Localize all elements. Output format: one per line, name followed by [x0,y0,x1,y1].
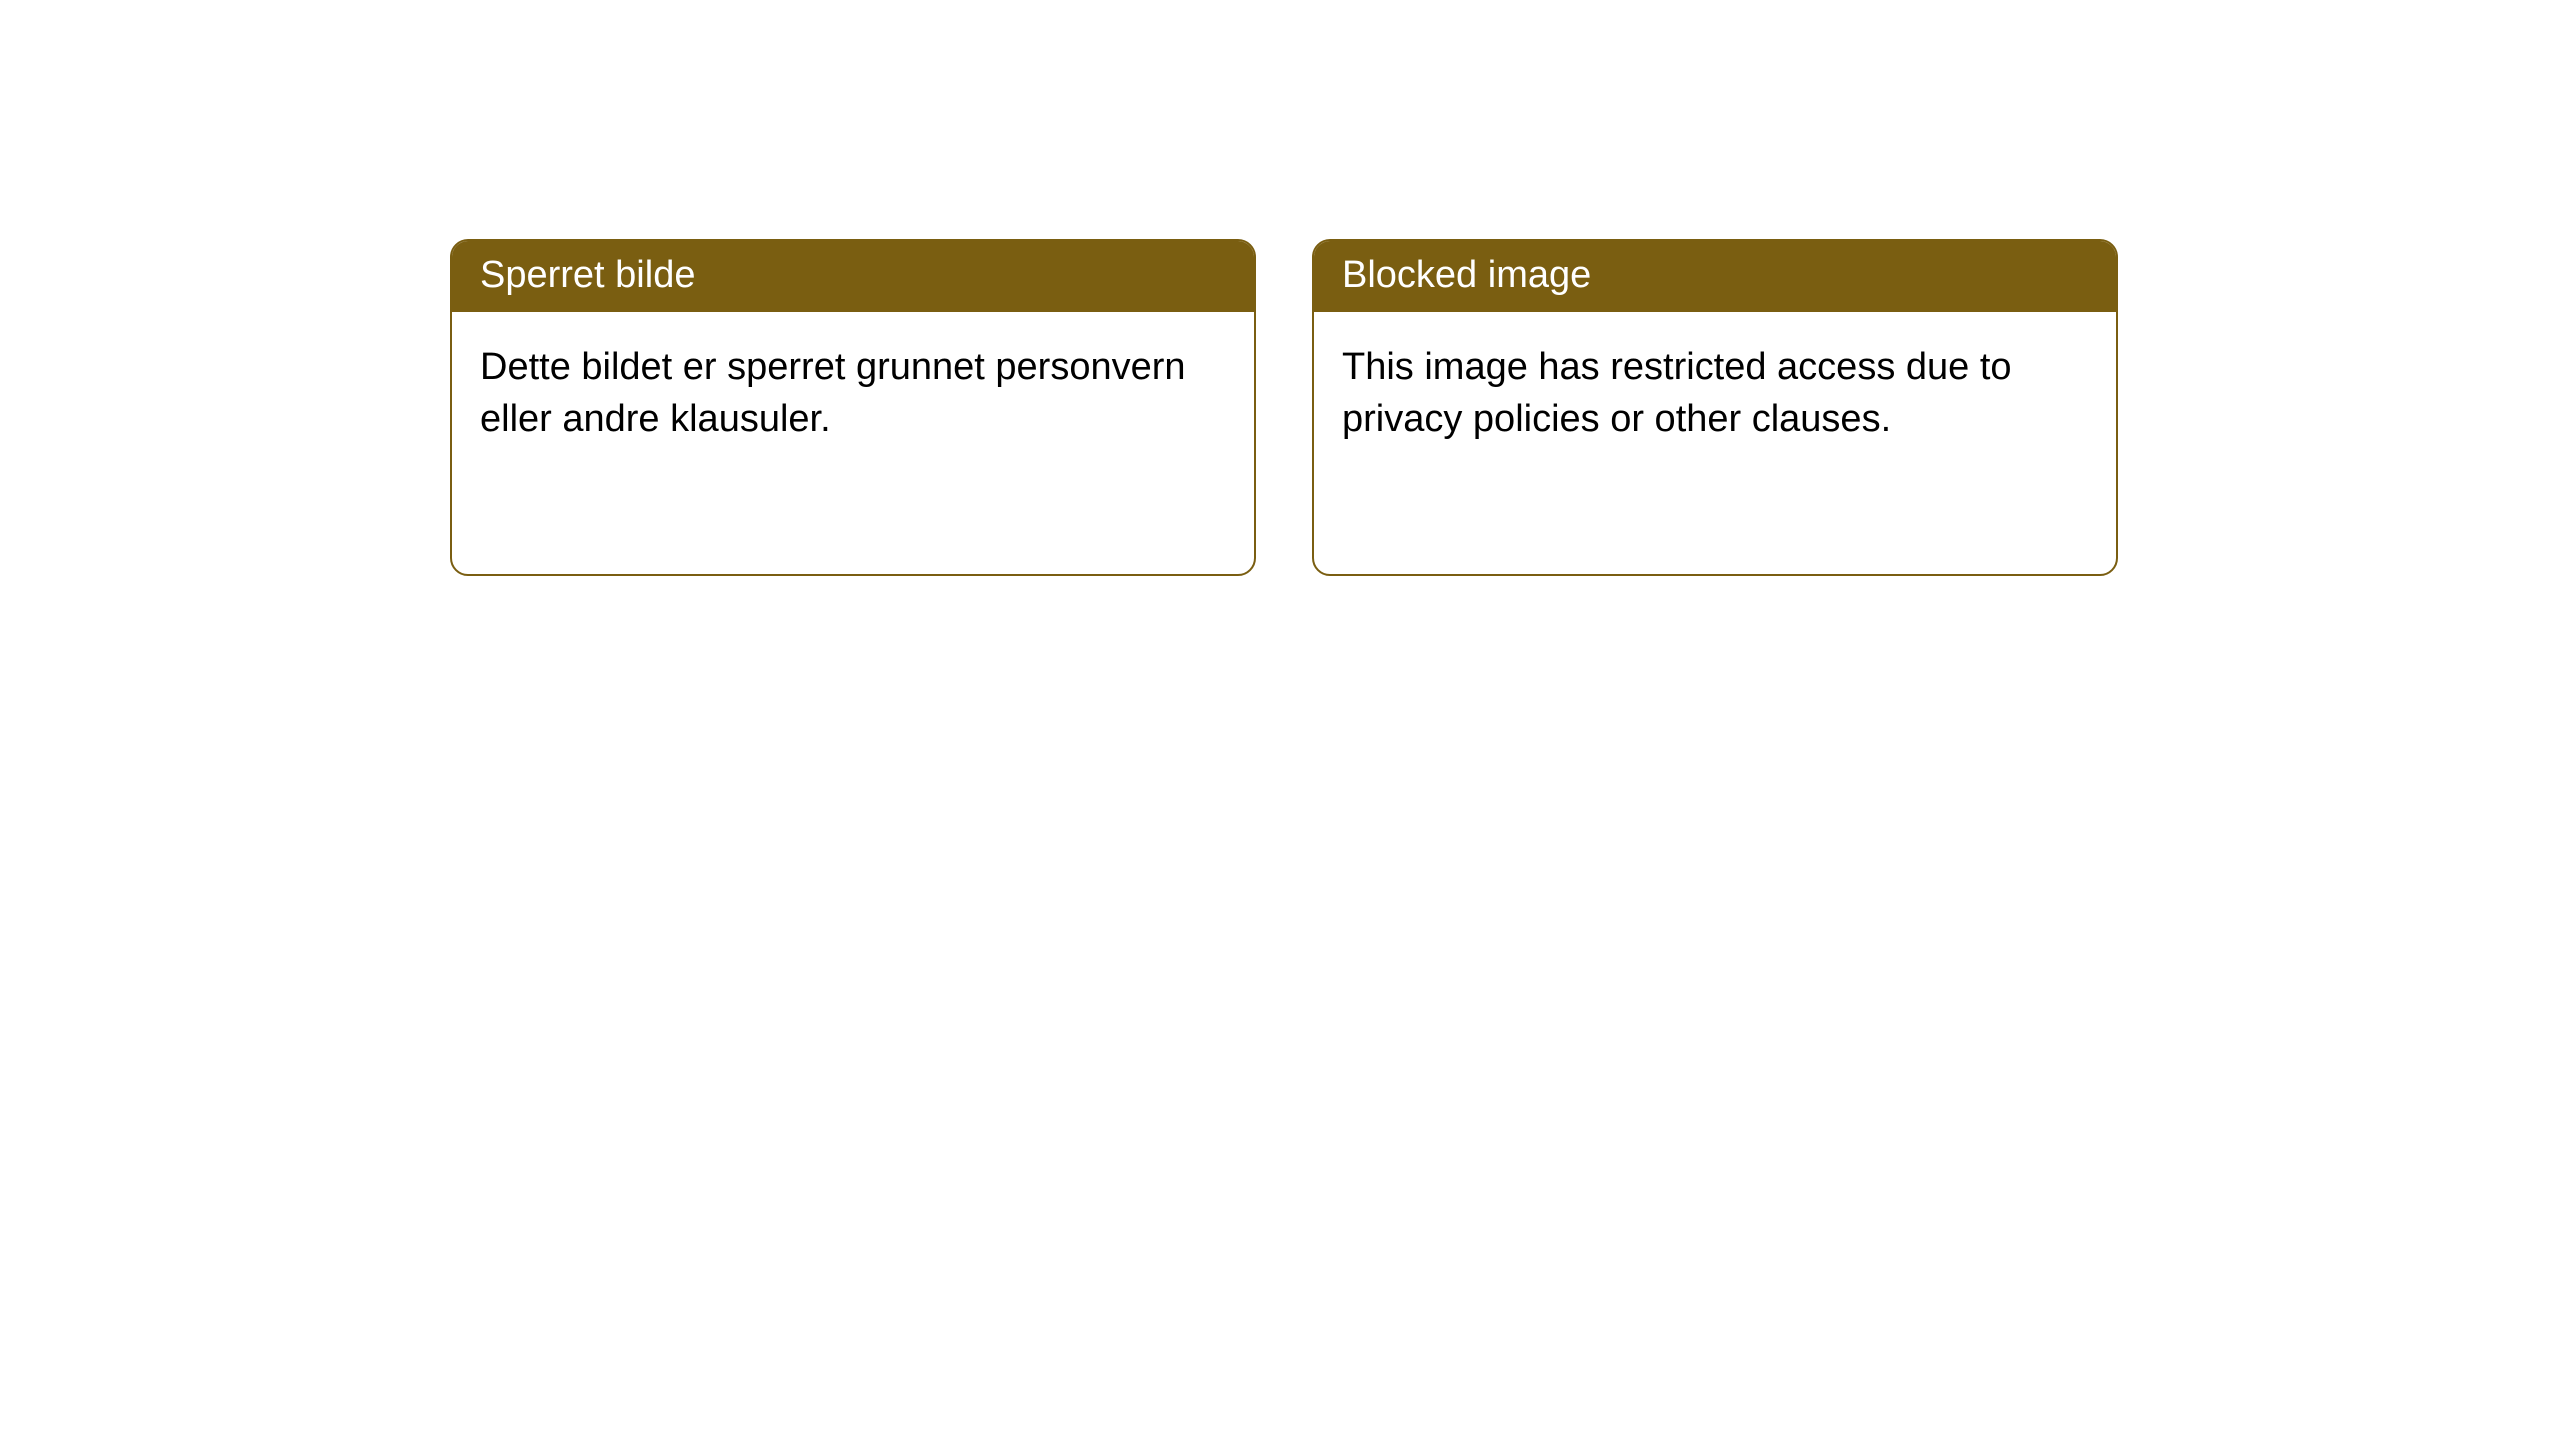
card-header: Sperret bilde [452,241,1254,312]
card-body-text: This image has restricted access due to … [1342,346,2012,440]
card-title: Sperret bilde [480,254,695,296]
card-blocked-image-en: Blocked image This image has restricted … [1312,239,2118,576]
card-header: Blocked image [1314,241,2116,312]
cards-container: Sperret bilde Dette bildet er sperret gr… [0,0,2560,576]
card-body-text: Dette bildet er sperret grunnet personve… [480,346,1186,440]
card-title: Blocked image [1342,254,1591,296]
card-body: Dette bildet er sperret grunnet personve… [452,312,1254,475]
card-body: This image has restricted access due to … [1314,312,2116,475]
card-blocked-image-no: Sperret bilde Dette bildet er sperret gr… [450,239,1256,576]
